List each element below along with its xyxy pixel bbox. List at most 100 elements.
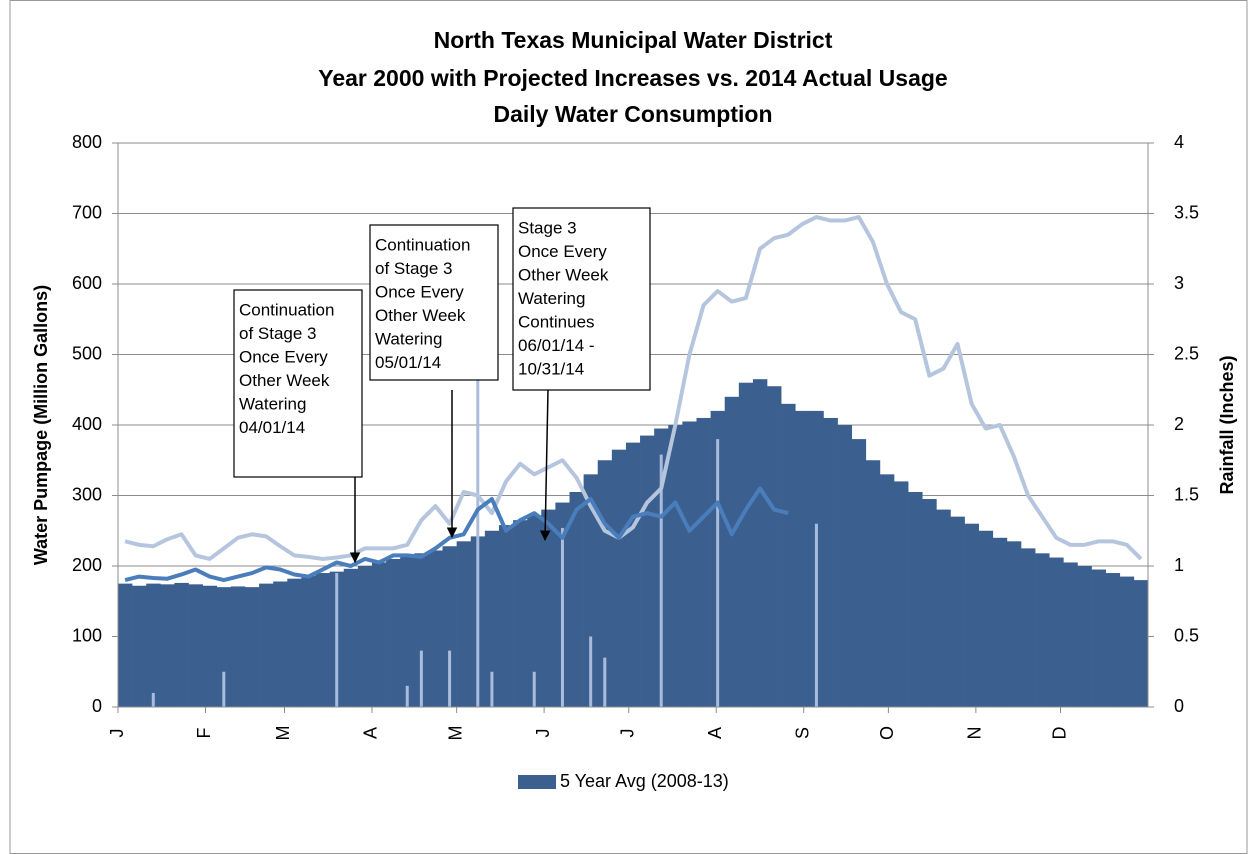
bar — [343, 568, 359, 707]
chart-frame — [9, 0, 1248, 854]
x-tick-label: A — [705, 727, 725, 739]
y-tick-label: 400 — [72, 414, 102, 434]
annotation-arrow — [539, 389, 551, 542]
bar — [222, 671, 226, 707]
y-tick-label: 500 — [72, 343, 102, 363]
bar — [371, 562, 387, 707]
bar — [174, 582, 189, 707]
bar — [1133, 580, 1149, 707]
bar — [146, 583, 161, 707]
annotation-text: Continuation — [239, 300, 334, 319]
x-tick-label: N — [965, 727, 985, 740]
y-tick-label: 100 — [72, 625, 102, 645]
bar — [335, 573, 339, 707]
annotation-text: Watering — [375, 329, 442, 348]
y-tick-label: 300 — [72, 484, 102, 504]
bar — [837, 425, 852, 707]
annotation-text: Once Every — [239, 347, 328, 366]
bar — [1063, 562, 1078, 707]
line — [124, 215, 1143, 561]
bar — [419, 650, 423, 707]
bar — [659, 454, 663, 707]
y2-tick-label: 0 — [1174, 696, 1184, 716]
bar — [978, 530, 994, 707]
x-tick-label: J — [533, 729, 553, 738]
y2-tick-label: 4 — [1174, 132, 1184, 152]
bar — [202, 585, 218, 707]
bar — [1077, 566, 1092, 707]
bar — [894, 481, 909, 707]
bar — [992, 537, 1008, 707]
bar — [527, 515, 542, 707]
bar — [216, 587, 232, 707]
bar — [964, 523, 979, 707]
y2-tick-label: 2.5 — [1174, 343, 1199, 363]
bar — [950, 516, 965, 707]
y-axis-title: Water Pumpage (Million Gallons) — [31, 285, 51, 565]
bar — [151, 692, 155, 707]
bar — [1119, 576, 1135, 707]
annotation-text: of Stage 3 — [239, 324, 317, 343]
y2-tick-label: 0.5 — [1174, 625, 1199, 645]
annotation-text: Continuation — [375, 235, 470, 254]
bar — [936, 509, 951, 707]
bar — [696, 417, 711, 707]
bar — [1049, 557, 1064, 707]
bar — [908, 491, 923, 707]
bar — [244, 587, 260, 707]
chart-title: Year 2000 with Projected Increases vs. 2… — [318, 65, 947, 91]
bar — [287, 578, 302, 707]
bar — [1105, 573, 1121, 707]
bar — [400, 555, 415, 707]
bar — [781, 403, 796, 707]
bar — [1021, 548, 1036, 707]
bar — [569, 491, 584, 707]
bar — [682, 421, 697, 707]
bar — [560, 527, 564, 707]
annotation-text: Other Week — [239, 371, 330, 390]
bar — [476, 354, 480, 707]
bar — [640, 435, 655, 707]
bar — [851, 439, 867, 707]
legend-swatch — [518, 775, 556, 789]
bar — [301, 575, 316, 707]
y-tick-label: 700 — [72, 202, 102, 222]
bar — [724, 396, 740, 707]
annotation-text: 04/01/14 — [239, 418, 305, 437]
y-tick-label: 200 — [72, 555, 102, 575]
annotation-text: Watering — [239, 394, 306, 413]
annotation-text: Other Week — [375, 306, 466, 325]
x-tick-label: M — [445, 726, 465, 741]
bar — [879, 474, 895, 707]
annotation-text: Watering — [518, 289, 585, 308]
annotation-box — [369, 224, 499, 381]
bar — [603, 657, 607, 707]
bar — [498, 525, 514, 707]
annotation-text: 06/01/14 - — [518, 336, 595, 355]
bar — [589, 636, 593, 707]
bar — [448, 650, 452, 707]
bar — [357, 566, 373, 707]
bar — [668, 425, 683, 707]
x-tick-label: F — [194, 728, 214, 739]
bar — [315, 573, 330, 707]
bar — [513, 520, 528, 707]
annotation-text: 05/01/14 — [375, 353, 441, 372]
annotation-box — [512, 207, 651, 391]
y2-axis-title: Rainfall (Inches) — [1217, 355, 1237, 494]
chart-title: Daily Water Consumption — [494, 101, 773, 127]
x-tick-label: J — [107, 729, 127, 738]
bar — [442, 546, 457, 707]
x-tick-label: M — [273, 726, 293, 741]
annotation-text: 10/31/14 — [518, 359, 584, 378]
legend-label: 5 Year Avg (2008-13) — [560, 771, 729, 791]
bar — [541, 509, 556, 707]
y2-tick-label: 3 — [1174, 273, 1184, 293]
annotation-text: Continues — [518, 312, 595, 331]
bar — [738, 382, 754, 707]
bar — [188, 584, 203, 707]
bar — [160, 584, 175, 707]
annotation-text: Once Every — [518, 242, 607, 261]
x-tick-label: A — [361, 727, 381, 739]
